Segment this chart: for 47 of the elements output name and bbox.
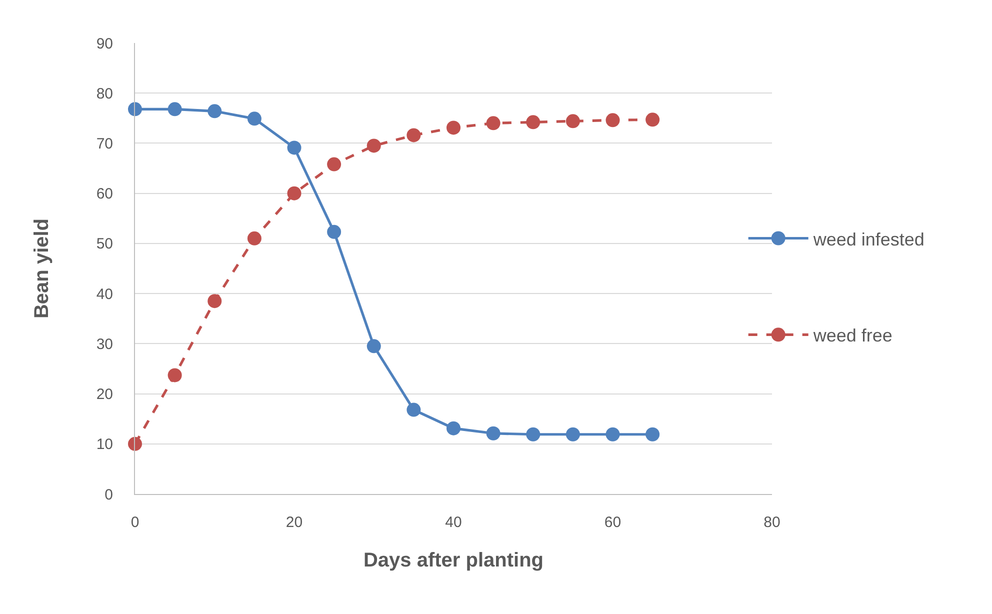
point <box>646 112 660 127</box>
point <box>247 112 262 126</box>
point <box>526 427 540 442</box>
point <box>526 115 540 130</box>
x-tick-label: 80 <box>764 514 780 531</box>
point <box>406 402 421 417</box>
point <box>287 140 302 155</box>
point <box>128 436 142 451</box>
point <box>168 102 182 116</box>
point <box>366 138 381 153</box>
point <box>646 427 660 442</box>
point <box>208 294 222 308</box>
y-tick-label: 60 <box>96 186 113 203</box>
x-tick-label: 20 <box>286 514 303 531</box>
y-tick-label: 20 <box>96 386 113 404</box>
point <box>606 113 620 128</box>
legend-label: weed infested <box>812 229 924 250</box>
y-tick-label: 30 <box>96 336 113 353</box>
point <box>486 116 500 130</box>
y-tick-label: 10 <box>96 436 113 454</box>
point <box>287 186 302 200</box>
y-tick-label: 70 <box>96 135 113 152</box>
y-tick-label: 50 <box>96 236 113 253</box>
x-tick-label: 40 <box>445 514 462 531</box>
point <box>247 231 262 246</box>
y-axis-title: Bean yield <box>30 218 53 319</box>
point <box>168 368 182 382</box>
point <box>366 339 381 354</box>
y-tick-label: 0 <box>104 486 113 504</box>
y-tick-label: 40 <box>96 286 113 303</box>
point <box>566 427 580 442</box>
point <box>208 104 222 118</box>
point <box>128 102 142 116</box>
point <box>327 224 342 239</box>
legend-label: weed free <box>812 326 892 346</box>
point <box>486 426 500 440</box>
y-tick-label: 80 <box>96 85 113 102</box>
x-tick-label: 60 <box>604 514 622 531</box>
point <box>446 120 460 135</box>
x-tick-label: 0 <box>130 514 140 531</box>
point <box>327 157 342 172</box>
point <box>566 114 580 128</box>
y-tick-label: 90 <box>96 35 113 52</box>
point <box>446 421 460 436</box>
point <box>606 427 620 442</box>
x-axis-title: Days after planting <box>363 550 544 572</box>
point <box>406 128 421 142</box>
